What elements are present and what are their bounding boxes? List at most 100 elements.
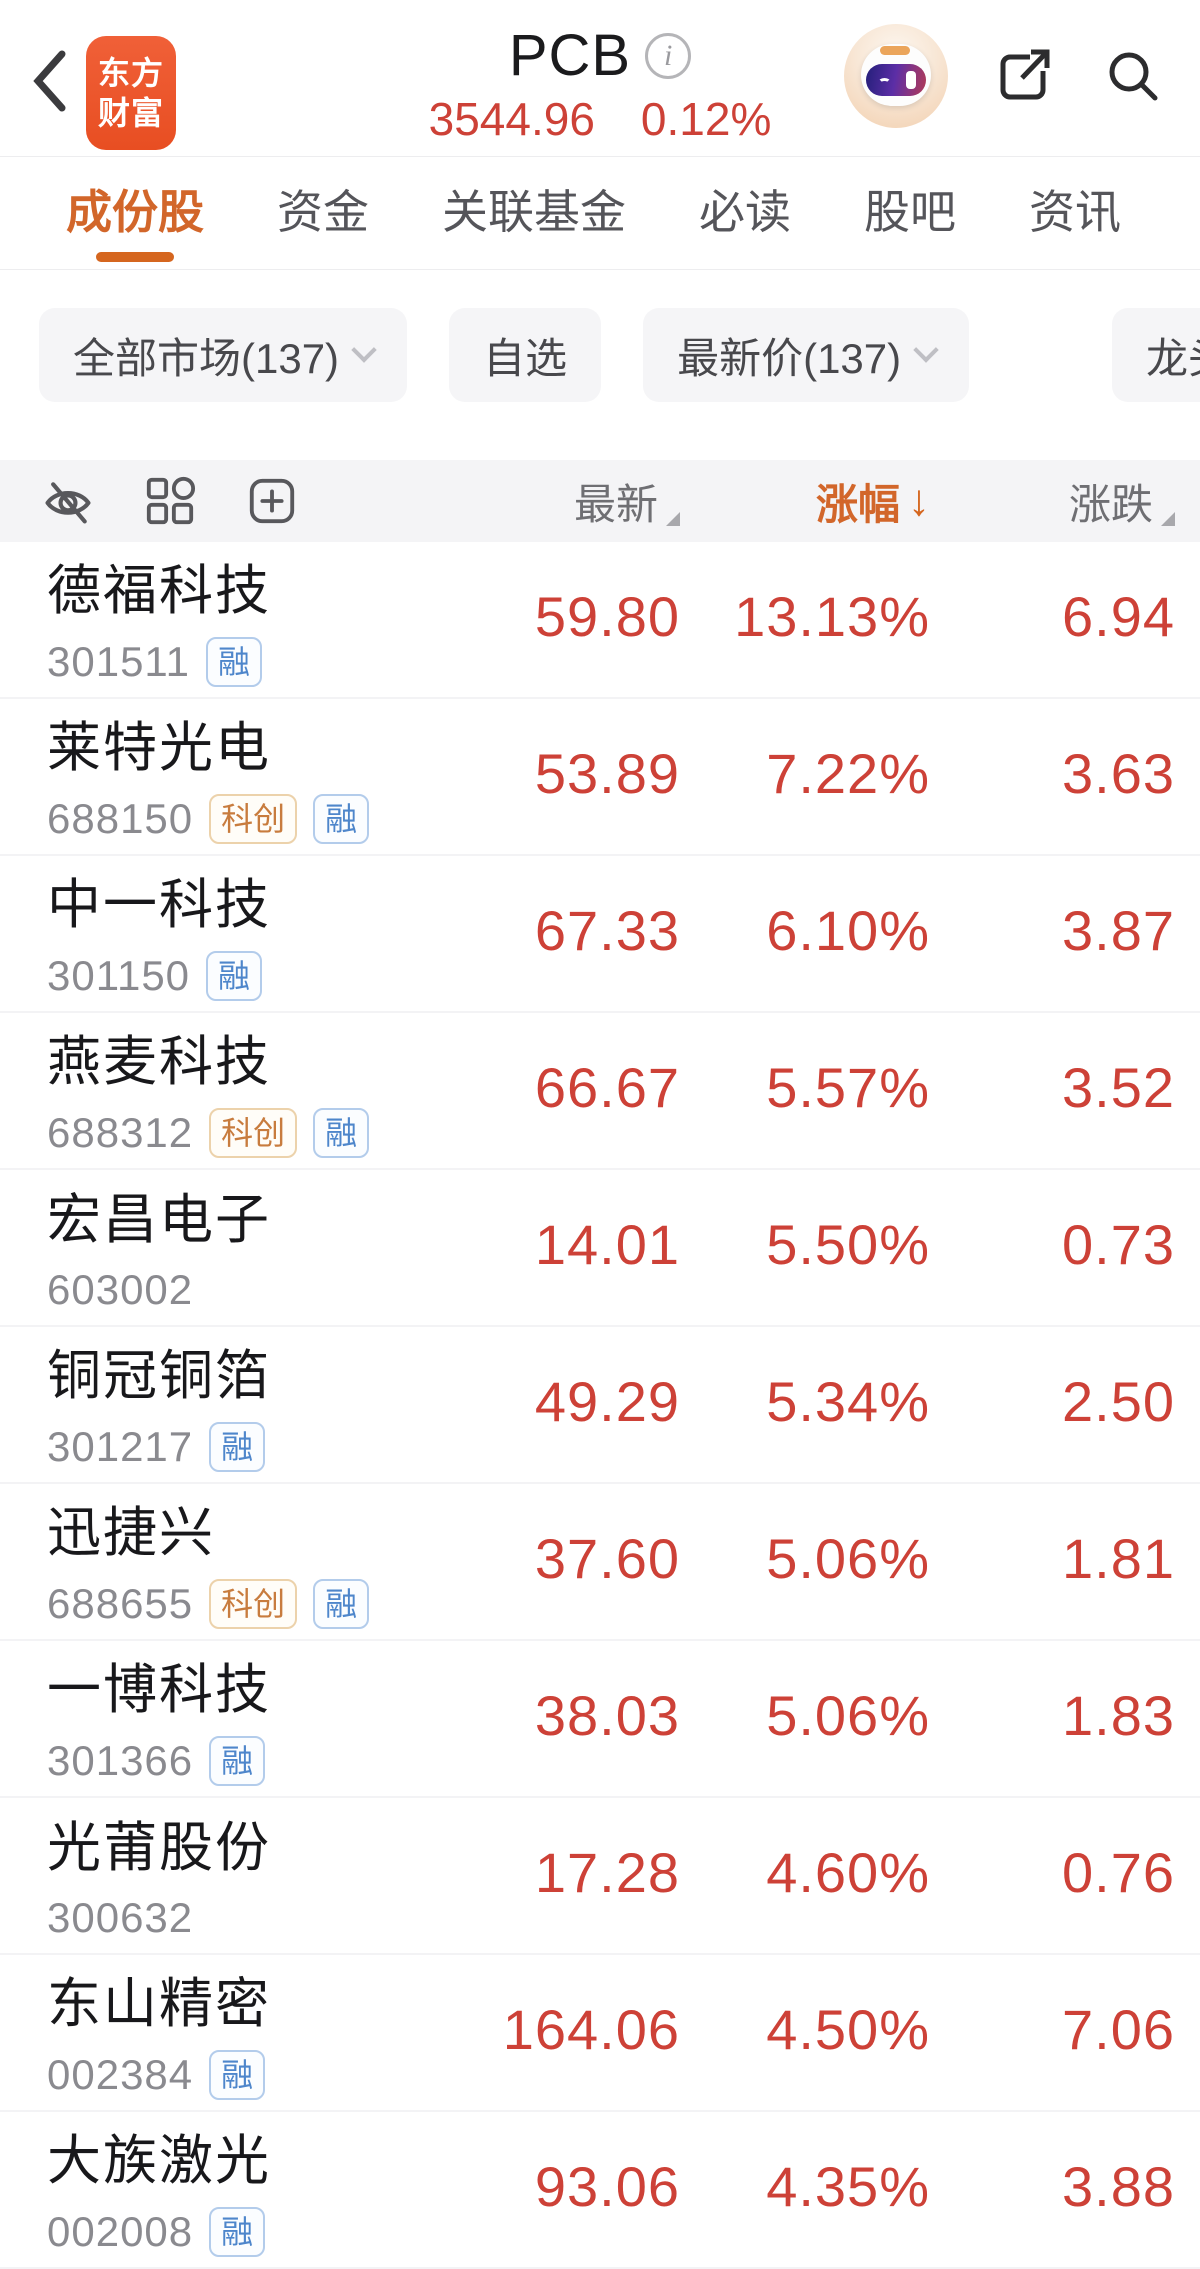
column-header-change[interactable]: 涨跌 xyxy=(930,471,1175,532)
search-button[interactable] xyxy=(1102,45,1164,107)
stock-row[interactable]: 东山精密 002384 融 164.06 4.50% 7.06 xyxy=(0,1955,1200,2112)
info-icon[interactable]: i xyxy=(645,32,692,79)
stock-change-pct: 13.13% xyxy=(734,585,930,648)
watchlist-filter-label: 自选 xyxy=(483,334,568,382)
stock-identity: 迅捷兴 688655 科创融 xyxy=(47,1488,430,1630)
stock-name: 大族激光 xyxy=(47,2130,271,2191)
stock-price: 14.01 xyxy=(534,1213,680,1276)
ai-assistant-button[interactable] xyxy=(844,24,948,128)
column-change-label: 涨跌 xyxy=(1068,480,1153,528)
tab-4[interactable]: 股吧 xyxy=(864,158,956,268)
layout-grid-button[interactable] xyxy=(144,475,196,527)
share-icon xyxy=(1000,49,1050,100)
app-header: 东方 财富 PCB i 3544.96 0.12% xyxy=(0,0,1200,157)
sort-field-dropdown[interactable]: 最新价(137) xyxy=(643,308,970,402)
share-button[interactable] xyxy=(994,45,1056,107)
stock-row[interactable]: 德福科技 301511 融 59.80 13.13% 6.94 xyxy=(0,542,1200,699)
stock-row[interactable]: 燕麦科技 688312 科创融 66.67 5.57% 3.52 xyxy=(0,1013,1200,1170)
stock-identity: 中一科技 301150 融 xyxy=(47,860,430,1002)
stock-change-pct: 5.34% xyxy=(766,1370,930,1433)
stock-code: 688655 xyxy=(47,1579,194,1627)
stock-row[interactable]: 莱特光电 688150 科创融 53.89 7.22% 3.63 xyxy=(0,699,1200,856)
column-change-pct-label: 涨幅 xyxy=(815,480,900,528)
stock-code: 603002 xyxy=(47,1266,194,1313)
index-quote: 3544.96 0.12% xyxy=(0,92,1200,146)
watchlist-filter-button[interactable]: 自选 xyxy=(449,308,602,402)
stock-price: 38.03 xyxy=(534,1684,680,1747)
tab-2[interactable]: 关联基金 xyxy=(442,158,626,268)
page-title: PCB xyxy=(508,23,632,88)
stock-change: 1.83 xyxy=(1062,1684,1175,1747)
stock-identity: 一博科技 301366 融 xyxy=(47,1645,430,1787)
stock-change-pct: 4.35% xyxy=(766,2155,930,2218)
stock-row[interactable]: 铜冠铜箔 301217 融 49.29 5.34% 2.50 xyxy=(0,1327,1200,1484)
stock-change: 1.81 xyxy=(1062,1527,1175,1590)
robot-smile xyxy=(878,78,891,87)
tab-constituents[interactable]: 成份股 xyxy=(66,158,204,268)
grid-layout-icon xyxy=(146,476,196,525)
stock-price: 164.06 xyxy=(502,1998,680,2061)
stock-change: 3.63 xyxy=(1062,742,1175,805)
add-column-button[interactable] xyxy=(246,475,298,527)
badge-margin: 融 xyxy=(313,1578,370,1630)
back-button[interactable] xyxy=(28,46,72,116)
badge-margin: 融 xyxy=(209,1735,266,1787)
tab-5[interactable]: 资讯 xyxy=(1029,158,1121,268)
stock-code: 301150 xyxy=(47,951,191,999)
stock-list: 德福科技 301511 融 59.80 13.13% 6.94 莱特光电 688… xyxy=(0,542,1200,2269)
eastmoney-logo[interactable]: 东方 财富 xyxy=(86,36,176,150)
tab-label: 股吧 xyxy=(864,186,956,238)
stock-row[interactable]: 一博科技 301366 融 38.03 5.06% 1.83 xyxy=(0,1641,1200,1798)
column-price-label: 最新 xyxy=(573,480,658,528)
stock-price: 37.60 xyxy=(534,1527,680,1590)
stock-change-pct: 4.60% xyxy=(766,1841,930,1904)
leader-filter-button[interactable]: 龙头 xyxy=(1112,308,1200,402)
badge-margin: 融 xyxy=(209,2206,266,2258)
badge-margin: 融 xyxy=(206,950,263,1002)
stock-change-pct: 5.50% xyxy=(766,1213,930,1276)
stock-change-pct: 5.06% xyxy=(766,1684,930,1747)
column-header-price[interactable]: 最新 xyxy=(430,471,680,532)
tab-3[interactable]: 必读 xyxy=(699,158,791,268)
column-header-change-pct[interactable]: 涨幅 ↓ xyxy=(680,471,930,532)
stock-identity: 德福科技 301511 融 xyxy=(47,546,430,688)
sort-field-label: 最新价(137) xyxy=(677,334,902,382)
stock-price: 17.28 xyxy=(534,1841,680,1904)
stock-change-pct: 6.10% xyxy=(766,899,930,962)
stock-name: 一博科技 xyxy=(47,1659,271,1720)
stock-row[interactable]: 迅捷兴 688655 科创融 37.60 5.06% 1.81 xyxy=(0,1484,1200,1641)
stock-name: 东山精密 xyxy=(47,1973,271,2034)
stock-price: 53.89 xyxy=(534,742,680,805)
stock-code: 002384 xyxy=(47,2050,194,2098)
chevron-down-icon xyxy=(913,337,939,363)
badge-star-market: 科创 xyxy=(209,793,298,845)
stock-code: 300632 xyxy=(47,1894,194,1941)
stock-price: 93.06 xyxy=(534,2155,680,2218)
stock-row[interactable]: 中一科技 301150 融 67.33 6.10% 3.87 xyxy=(0,856,1200,1013)
robot-eye xyxy=(906,71,916,89)
stock-identity: 燕麦科技 688312 科创融 xyxy=(47,1017,430,1159)
badge-star-market: 科创 xyxy=(209,1107,298,1159)
stock-name: 德福科技 xyxy=(47,560,271,621)
stock-name: 铜冠铜箔 xyxy=(47,1345,271,1406)
stock-name: 燕麦科技 xyxy=(47,1031,271,1092)
tab-1[interactable]: 资金 xyxy=(277,158,369,268)
table-header: 最新 涨幅 ↓ 涨跌 xyxy=(0,460,1200,542)
tab-label: 资金 xyxy=(277,186,369,238)
stock-row[interactable]: 光莆股份 300632 17.28 4.60% 0.76 xyxy=(0,1798,1200,1955)
tab-label: 关联基金 xyxy=(442,186,626,238)
stock-row[interactable]: 大族激光 002008 融 93.06 4.35% 3.88 xyxy=(0,2112,1200,2269)
stock-row[interactable]: 宏昌电子 603002 14.01 5.50% 0.73 xyxy=(0,1170,1200,1327)
index-change-pct: 0.12% xyxy=(640,93,772,145)
badge-margin: 融 xyxy=(209,1421,266,1473)
stock-identity: 莱特光电 688150 科创融 xyxy=(47,703,430,845)
stock-change-pct: 7.22% xyxy=(766,742,930,805)
stock-code: 301366 xyxy=(47,1736,194,1784)
logo-text-line1: 东方 xyxy=(97,55,164,91)
hide-prices-button[interactable] xyxy=(42,475,94,527)
stock-price: 49.29 xyxy=(534,1370,680,1433)
stock-price: 59.80 xyxy=(534,585,680,648)
stock-change: 6.94 xyxy=(1062,585,1175,648)
market-filter-dropdown[interactable]: 全部市场(137) xyxy=(39,308,408,402)
sort-wedge-icon xyxy=(1161,511,1175,526)
